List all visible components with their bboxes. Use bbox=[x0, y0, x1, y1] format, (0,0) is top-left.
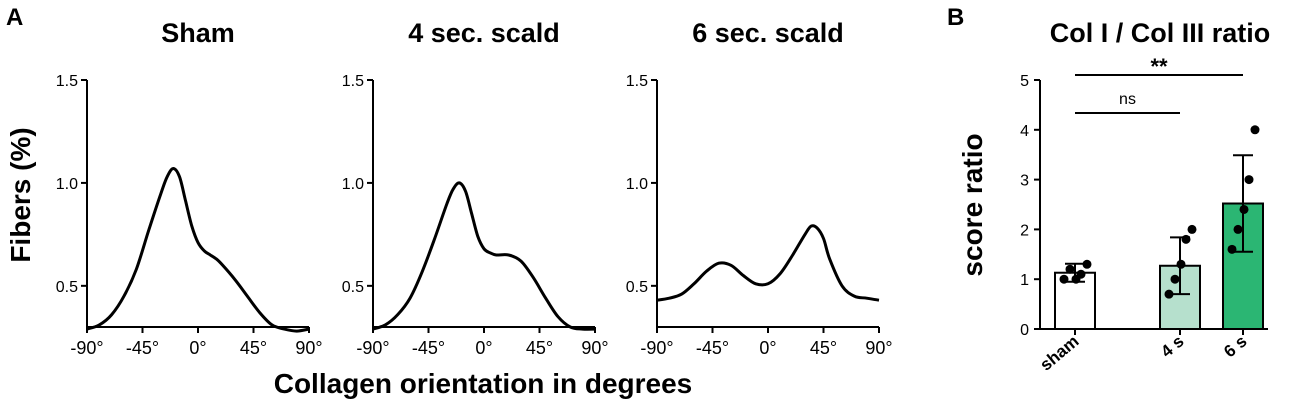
bar-chart-panel-b: Col I / Col III ratio score ratio 0 1 2 3 4 5 sh… bbox=[957, 18, 1270, 375]
significance-label: ** bbox=[1150, 54, 1168, 79]
chart-title: Col I / Col III ratio bbox=[1050, 18, 1271, 48]
series-line bbox=[86, 167, 310, 333]
x-tick-label: -45° bbox=[412, 338, 445, 358]
shared-y-axis-label: Fibers (%) bbox=[5, 127, 36, 262]
y-tick-label: 0.5 bbox=[342, 279, 364, 296]
chart-title: 6 sec. scald bbox=[692, 18, 844, 48]
x-tick-label: 4 s bbox=[1157, 332, 1187, 362]
x-tick-label: sham bbox=[1036, 332, 1082, 375]
data-point bbox=[1233, 224, 1243, 234]
x-tick-label: 0° bbox=[189, 338, 206, 358]
significance-label: ns bbox=[1119, 91, 1136, 108]
chart-title: Sham bbox=[161, 18, 235, 48]
x-tick-label: -45° bbox=[126, 338, 159, 358]
line-chart-2: 4 sec. scald 0.5 1.0 1.5 -90° -45° 0° 45° 90° bbox=[342, 18, 609, 358]
data-point bbox=[1164, 289, 1174, 299]
x-tick-label: -90° bbox=[640, 338, 673, 358]
y-tick-label: 0.5 bbox=[56, 279, 78, 296]
x-tick-label: 90° bbox=[581, 338, 608, 358]
shared-x-axis-label: Collagen orientation in degrees bbox=[274, 368, 693, 399]
y-tick-label: 1.0 bbox=[56, 176, 78, 193]
data-point bbox=[1227, 244, 1237, 254]
x-tick-label: 45° bbox=[526, 338, 553, 358]
x-tick-label: 45° bbox=[810, 338, 837, 358]
data-point bbox=[1076, 269, 1086, 279]
data-point bbox=[1065, 264, 1075, 274]
data-point bbox=[1082, 259, 1092, 269]
chart-title: 4 sec. scald bbox=[408, 18, 560, 48]
x-tick-label: -90° bbox=[356, 338, 389, 358]
data-point bbox=[1181, 234, 1191, 244]
y-tick-label: 2 bbox=[1020, 222, 1029, 239]
y-tick-label: 0.5 bbox=[626, 279, 648, 296]
x-tick-label: 6 s bbox=[1220, 332, 1250, 362]
y-tick-label: 1.5 bbox=[626, 73, 648, 90]
panel-b-letter: B bbox=[947, 4, 964, 31]
data-point bbox=[1244, 175, 1254, 185]
series-line bbox=[656, 224, 880, 302]
x-tick-label: 0° bbox=[475, 338, 492, 358]
data-point bbox=[1170, 274, 1180, 284]
x-tick-label: 45° bbox=[240, 338, 267, 358]
line-chart-1: Sham 0.5 1.0 1.5 -90° -45° 0° 45° 90° bbox=[56, 18, 323, 358]
data-point bbox=[1187, 224, 1197, 234]
data-point bbox=[1250, 125, 1260, 135]
y-axis-label: score ratio bbox=[957, 133, 988, 276]
series-line bbox=[372, 181, 596, 331]
y-tick-label: 5 bbox=[1020, 73, 1029, 90]
data-point bbox=[1176, 259, 1186, 269]
y-tick-label: 1.0 bbox=[626, 176, 648, 193]
y-tick-label: 4 bbox=[1020, 123, 1029, 140]
y-tick-label: 1 bbox=[1020, 272, 1029, 289]
x-tick-label: 90° bbox=[295, 338, 322, 358]
y-tick-label: 1.0 bbox=[342, 176, 364, 193]
y-tick-label: 3 bbox=[1020, 173, 1029, 190]
x-tick-label: -45° bbox=[696, 338, 729, 358]
x-tick-label: 0° bbox=[759, 338, 776, 358]
x-tick-label: 90° bbox=[865, 338, 892, 358]
x-tick-label: -90° bbox=[70, 338, 103, 358]
y-tick-label: 1.5 bbox=[342, 73, 364, 90]
data-point bbox=[1239, 204, 1249, 214]
line-chart-3: 6 sec. scald 0.5 1.0 1.5 -90° -45° 0° 45° 90° bbox=[626, 18, 893, 358]
data-point bbox=[1059, 274, 1069, 284]
panel-a-letter: A bbox=[6, 4, 23, 31]
y-tick-label: 0 bbox=[1020, 322, 1029, 339]
y-tick-label: 1.5 bbox=[56, 73, 78, 90]
